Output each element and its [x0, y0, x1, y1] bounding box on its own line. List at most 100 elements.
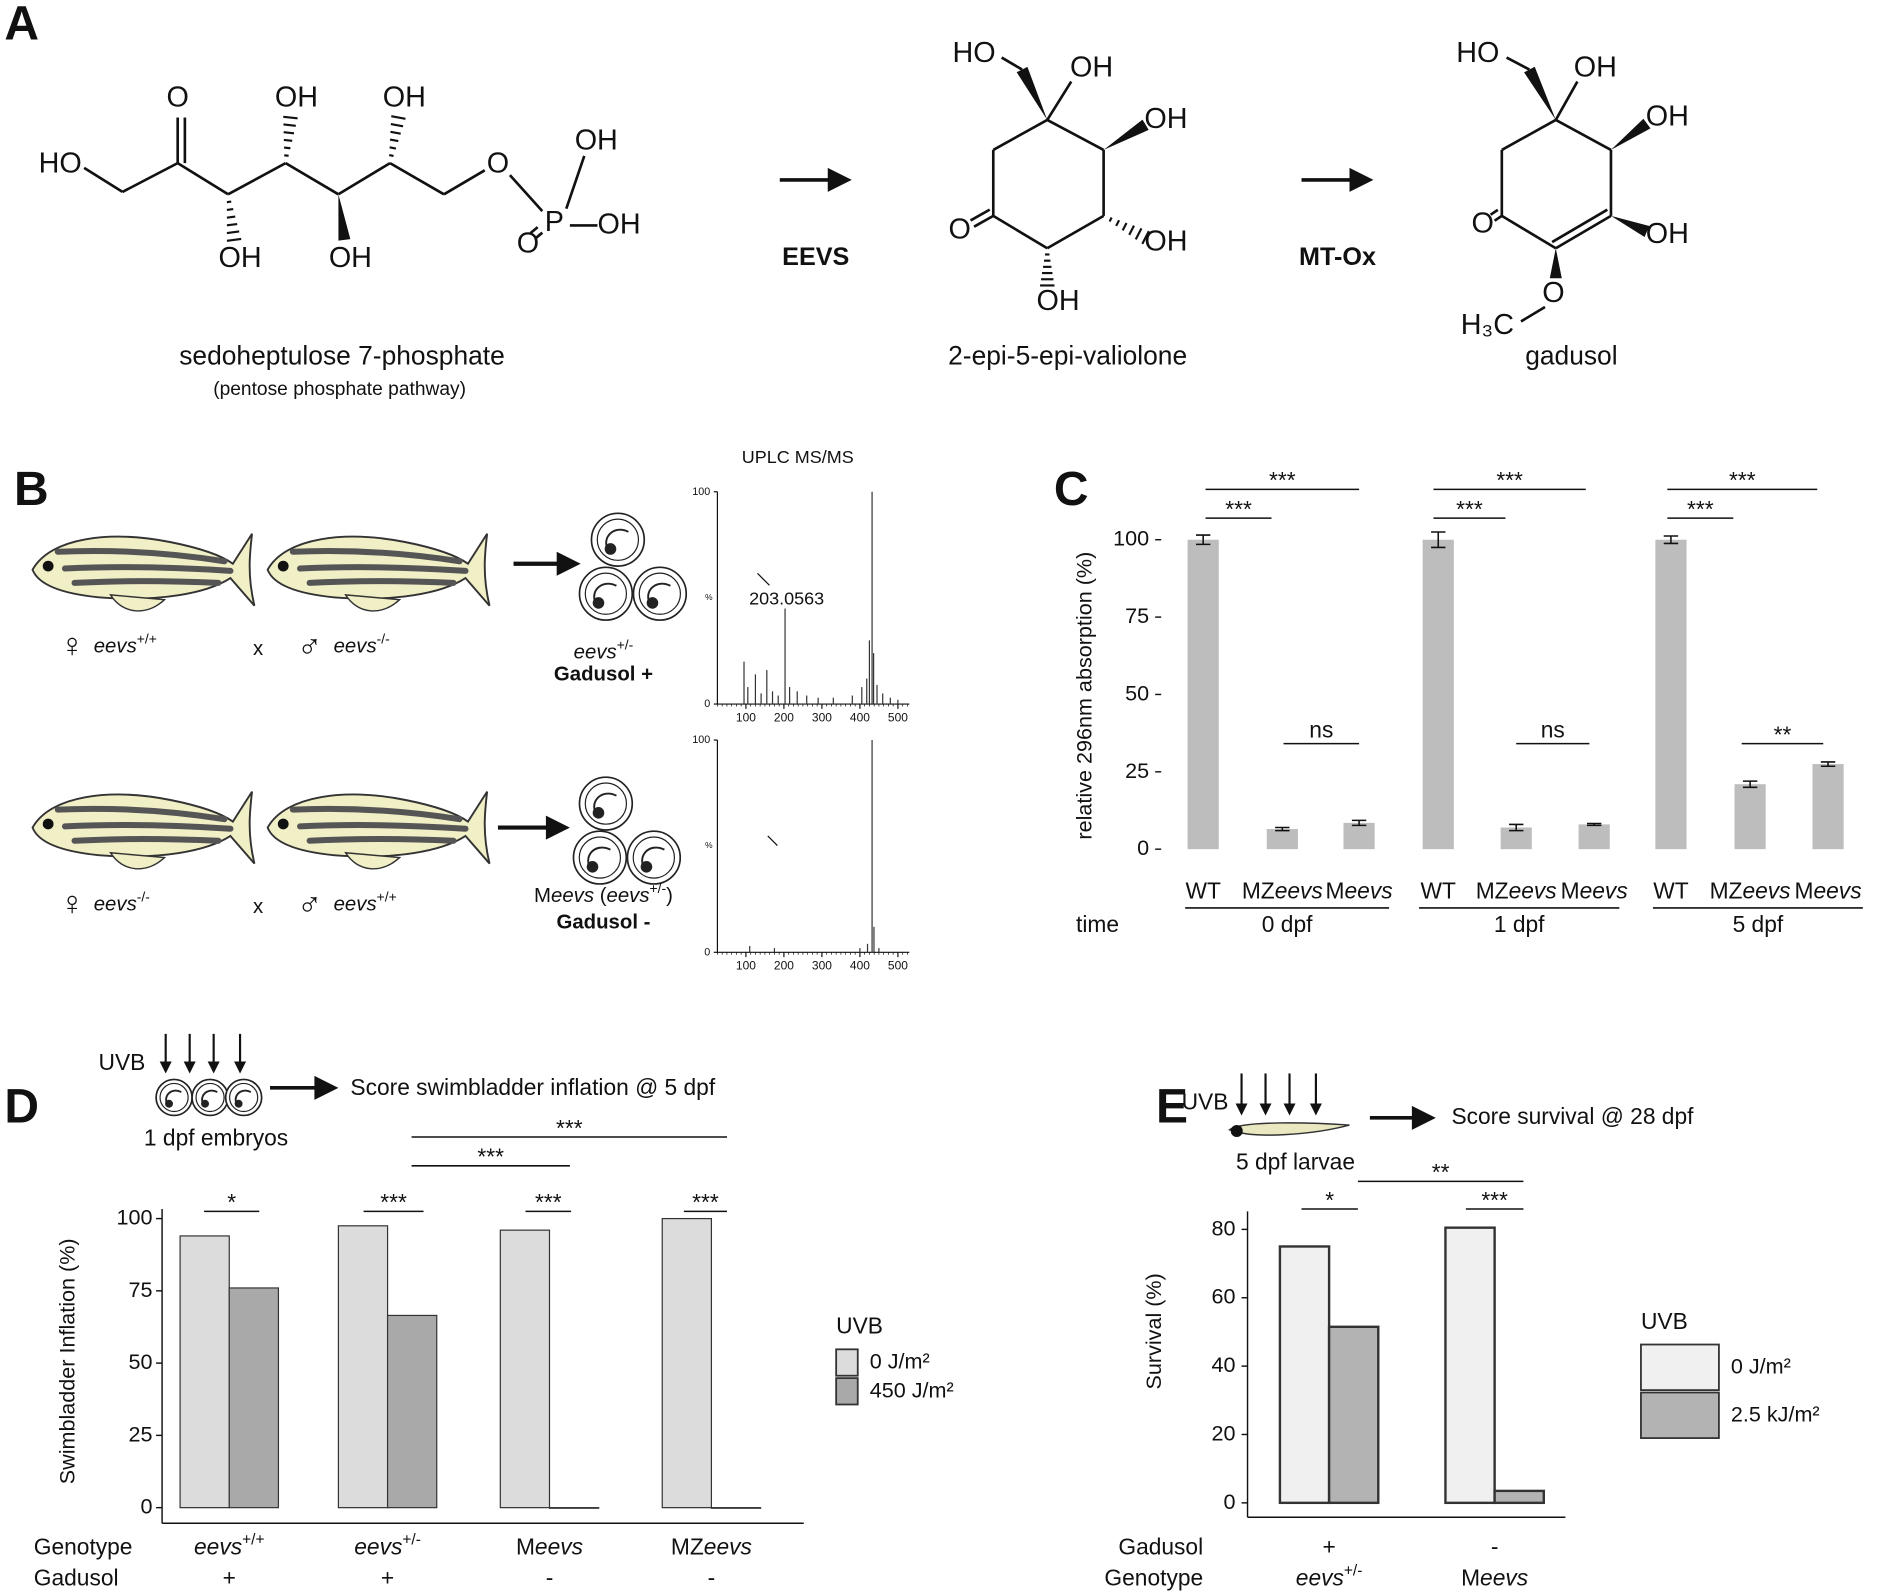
- bar: [1422, 539, 1454, 850]
- embryo-inner: [195, 1082, 225, 1113]
- subject-label: 1 dpf embryos: [144, 1124, 288, 1150]
- genotype-label: eevs+/+: [94, 630, 157, 658]
- bond: [389, 161, 445, 196]
- x-tick-label: MZeevs: [671, 1533, 752, 1559]
- fish-stripe: [71, 578, 222, 586]
- x-tick-label: 300: [812, 711, 832, 725]
- wedge-bond: [1549, 248, 1562, 279]
- bond: [1501, 214, 1557, 250]
- y-tick-label: 60: [1212, 1283, 1236, 1308]
- atom-label: HO: [39, 147, 82, 179]
- hash-bond: [390, 122, 404, 128]
- panel-letter: C: [1054, 462, 1089, 515]
- atom-label: P: [545, 206, 564, 238]
- x-tick-label: WT: [1421, 877, 1456, 903]
- significance-label: ***: [535, 1189, 562, 1215]
- offspring-label: Meevs (eevs+/-): [534, 880, 673, 908]
- y-tick-label: 100: [1113, 525, 1149, 550]
- hash-bond: [389, 154, 394, 157]
- fish-stripe: [289, 805, 463, 823]
- embryo-head: [234, 1099, 243, 1108]
- row-title: Genotype: [1104, 1565, 1203, 1591]
- x-tick-label: 500: [888, 711, 908, 725]
- bond: [1046, 80, 1073, 121]
- significance-label: ***: [1269, 467, 1296, 493]
- hash-bond: [226, 222, 238, 227]
- bond: [1046, 118, 1105, 152]
- hash-bond: [389, 138, 399, 143]
- y-tick-label: 25: [1125, 758, 1149, 783]
- fin: [109, 851, 167, 870]
- fish-eye: [42, 818, 54, 830]
- arrow-head: [1259, 1103, 1272, 1116]
- atom-label: O: [487, 147, 509, 179]
- row-title: Gadusol: [1118, 1533, 1203, 1559]
- arrow-head: [1309, 1103, 1322, 1116]
- legend-label: 0 J/m²: [870, 1348, 930, 1373]
- x-tick-label: MZeevs: [1242, 877, 1323, 903]
- significance-label: ***: [1456, 496, 1483, 522]
- embryo: [590, 512, 646, 567]
- y-tick-label: 0: [704, 698, 710, 710]
- bond: [1551, 208, 1608, 244]
- sex-symbol: ♂: [297, 628, 322, 665]
- readout-label: Score survival @ 28 dpf: [1451, 1103, 1694, 1129]
- embryo: [224, 1078, 263, 1117]
- error-bar: [1509, 823, 1524, 832]
- bond: [992, 118, 1048, 152]
- error-bar: [1351, 819, 1367, 827]
- fin: [344, 851, 402, 870]
- x-tick-label: 100: [736, 959, 756, 973]
- bond: [992, 214, 1048, 250]
- y-axis-label: Survival (%): [1141, 1273, 1166, 1389]
- hash-bond: [283, 138, 293, 142]
- enzyme-label: MT-Ox: [1299, 243, 1376, 271]
- wedge-bond: [1016, 66, 1048, 120]
- embryo-inner: [632, 836, 676, 879]
- embryo-inner: [584, 782, 628, 825]
- error-bar: [1742, 780, 1758, 789]
- x-tick-label: +: [381, 1565, 394, 1591]
- fish-eye: [277, 560, 289, 572]
- y-axis-label: %: [705, 592, 713, 602]
- peak-annotation: 203.0563: [749, 588, 824, 608]
- embryo-head: [640, 860, 653, 873]
- bond: [1001, 56, 1023, 71]
- bar: [1734, 784, 1766, 850]
- x-tick-label: eevs+/-: [1296, 1562, 1363, 1590]
- x-tick-label: eevs+/-: [354, 1531, 421, 1559]
- bar: [337, 1225, 389, 1509]
- atom-label: OH: [597, 208, 640, 240]
- molecule-name: sedoheptulose 7-phosphate: [179, 340, 505, 370]
- y-tick-label: 25: [128, 1421, 152, 1446]
- embryo-head: [592, 597, 605, 609]
- x-tick-label: eevs+/+: [194, 1531, 264, 1559]
- bond: [284, 161, 340, 196]
- embryo-inner: [584, 572, 628, 615]
- significance-label: *: [1325, 1187, 1334, 1213]
- atom-label: OH: [218, 242, 261, 274]
- x-tick-label: MZeevs: [1476, 877, 1557, 903]
- y-tick-label: 0: [140, 1493, 152, 1518]
- y-axis-label: Swimbladder Inflation (%): [54, 1238, 79, 1484]
- bond: [973, 214, 994, 228]
- significance-label: *: [227, 1189, 236, 1215]
- x-tick-label: 300: [812, 959, 832, 973]
- arrow-head: [314, 1075, 339, 1100]
- enzyme-label: EEVS: [782, 243, 849, 271]
- hash-bond: [226, 215, 236, 219]
- fish: [31, 533, 256, 612]
- genotype-label: eevs-/-: [94, 888, 150, 916]
- hash-bond: [389, 146, 397, 150]
- atom-label: O: [517, 227, 539, 259]
- atom-label: OH: [575, 124, 618, 156]
- y-tick-label: 0: [1224, 1489, 1236, 1514]
- embryo: [578, 776, 634, 831]
- atom-label: OH: [1646, 218, 1689, 250]
- atom-label: O: [1471, 207, 1493, 239]
- error-bar: [1663, 535, 1679, 545]
- atom-label: HO: [953, 37, 996, 69]
- x-tick-label: Meevs: [1795, 877, 1862, 903]
- x-tick-label: WT: [1185, 877, 1220, 903]
- bar: [661, 1217, 713, 1509]
